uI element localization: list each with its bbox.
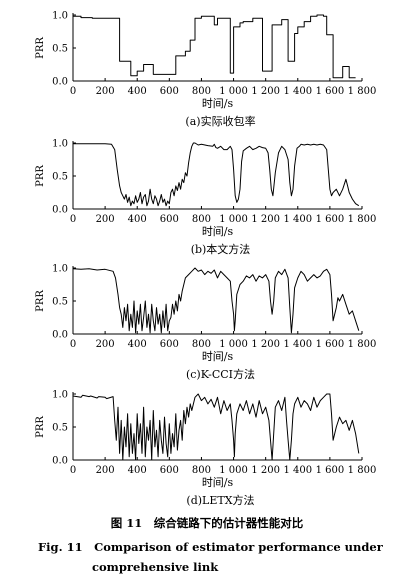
x-axis-label: 时间/s [202,476,234,489]
x-tick-label: 0 [70,339,76,350]
y-axis-label: PRR [35,416,46,438]
y-axis-label: PRR [35,37,46,59]
figure-caption-en-line2: comprehensive link [92,560,219,574]
x-tick-label: 1 400 [283,465,312,476]
y-tick-label: 0.5 [52,423,68,434]
x-tick-label: 0 [70,465,76,476]
panel-subtitle: (a)实际收包率 [185,114,255,128]
figure-caption-en-line1: Fig. 11 Comparison of estimator performa… [38,540,384,554]
x-tick-label: 200 [96,339,115,350]
y-tick-label: 0.0 [52,77,68,88]
x-tick-label: 400 [128,465,147,476]
series-line-1 [72,393,360,461]
x-tick-label: 1 000 [219,339,248,350]
chart-panel-2: 0.00.51.00 200 400 600 800 1 000 1 200 1 400 1 6… [35,139,376,257]
y-tick-label: 0.0 [52,456,68,467]
panel-subtitle: (b)本文方法 [191,242,251,256]
y-tick-label: 0.5 [52,44,68,55]
x-tick-label: 200 [96,465,115,476]
chart-panel-4: 0.00.51.00 200 400 600 800 1 000 1 200 1 400 1 6… [35,390,376,508]
x-tick-label: 400 [128,339,147,350]
x-tick-label: 1 400 [283,86,312,97]
y-tick-label: 0.0 [52,330,68,341]
x-tick-label: 800 [192,339,211,350]
x-tick-label: 1 400 [283,214,312,225]
x-tick-label: 1 800 [348,86,377,97]
y-tick-label: 1.0 [52,264,68,275]
series-line-1 [73,14,356,79]
x-tick-label: 1 800 [348,339,377,350]
x-tick-label: 1 600 [316,86,345,97]
x-tick-label: 0 [70,214,76,225]
x-tick-label: 1 200 [251,214,280,225]
x-tick-label: 1 200 [251,86,280,97]
x-tick-label: 1 000 [219,465,248,476]
y-tick-label: 0.0 [52,205,68,216]
series-line-1 [72,267,360,334]
chart-panel-3: 0.00.51.00 200 400 600 800 1 000 1 200 1 400 1 6… [35,264,376,382]
x-tick-label: 600 [160,465,179,476]
y-tick-label: 0.5 [52,297,68,308]
figure-caption-zh: 图 11 综合链路下的估计器性能对比 [111,516,304,530]
chart-panels: 0.00.51.00 200 400 600 800 1 000 1 200 1 400 1 6… [35,11,376,508]
x-tick-label: 600 [160,214,179,225]
x-tick-label: 600 [160,86,179,97]
y-tick-label: 1.0 [52,139,68,150]
x-tick-label: 1 800 [348,465,377,476]
x-tick-label: 1 600 [316,465,345,476]
x-tick-label: 1 200 [251,339,280,350]
x-tick-label: 400 [128,214,147,225]
x-tick-label: 1 600 [316,339,345,350]
x-tick-label: 200 [96,214,115,225]
x-tick-label: 1 600 [316,214,345,225]
y-axis-label: PRR [35,165,46,187]
x-tick-label: 1 000 [219,86,248,97]
x-tick-label: 800 [192,86,211,97]
x-tick-label: 800 [192,214,211,225]
x-axis-label: 时间/s [202,350,234,363]
x-axis-label: 时间/s [202,97,234,110]
x-tick-label: 1 800 [348,214,377,225]
x-tick-label: 1 200 [251,465,280,476]
x-axis-label: 时间/s [202,225,234,238]
chart-panel-1: 0.00.51.00 200 400 600 800 1 000 1 200 1 400 1 6… [35,11,376,129]
y-tick-label: 0.5 [52,172,68,183]
x-tick-label: 800 [192,465,211,476]
x-tick-label: 600 [160,339,179,350]
x-tick-label: 400 [128,86,147,97]
x-tick-label: 0 [70,86,76,97]
x-tick-label: 200 [96,86,115,97]
y-tick-label: 1.0 [52,11,68,22]
x-tick-label: 1 400 [283,339,312,350]
y-tick-label: 1.0 [52,390,68,401]
panel-subtitle: (c)K-CCI方法 [186,367,255,381]
panel-subtitle: (d)LETX方法 [186,493,254,507]
x-tick-label: 1 000 [219,214,248,225]
series-line-1 [73,142,360,207]
y-axis-label: PRR [35,290,46,312]
